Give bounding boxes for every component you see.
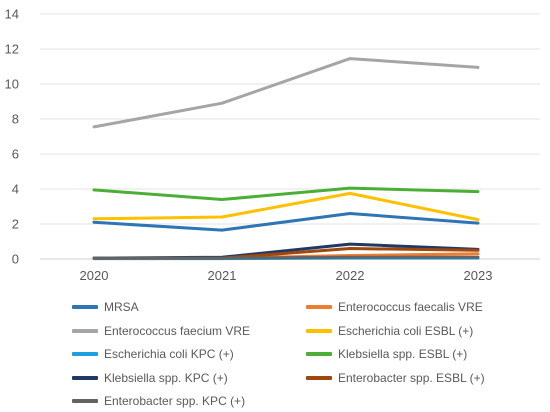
legend-item: Escherichia coli KPC (+)	[72, 345, 234, 363]
y-tick-label: 14	[5, 7, 19, 22]
legend-item: Enterococcus faecalis VRE	[306, 298, 483, 316]
legend-label: Escherichia coli ESBL (+)	[338, 323, 474, 338]
legend-item: Enterococcus faecium VRE	[72, 322, 250, 340]
legend-label: Enterococcus faecium VRE	[104, 323, 251, 338]
series-line-8	[92, 255, 480, 260]
legend-label: Escherichia coli KPC (+)	[104, 347, 234, 361]
legend-swatch	[306, 305, 332, 309]
x-axis-ticks: 2020 2021 2022 2023	[80, 268, 493, 283]
legend-swatch	[306, 328, 332, 333]
y-axis-ticks: 0 2 4 6 8 10 12 14	[5, 7, 19, 267]
legend-label: Klebsiella spp. KPC (+)	[104, 370, 228, 385]
legend-item: MRSA	[72, 298, 139, 316]
y-tick-label: 6	[12, 147, 19, 162]
legend-swatch	[72, 305, 98, 309]
y-tick-label: 2	[12, 217, 19, 232]
x-tick-label: 2021	[208, 268, 237, 283]
line-chart: 0 2 4 6 8 10 12 14 2020 2021 2022 2023	[5, 7, 540, 283]
legend-swatch	[306, 352, 332, 356]
y-tick-label: 10	[5, 77, 19, 92]
series-line-3	[92, 191, 480, 222]
series-line-5	[92, 186, 480, 201]
legend-item: Enterobacter spp. KPC (+)	[72, 392, 245, 410]
legend-swatch	[72, 328, 98, 333]
y-tick-label: 0	[12, 252, 19, 267]
legend-swatch	[72, 352, 98, 356]
legend-label: Enterobacter spp. KPC (+)	[104, 394, 246, 408]
legend-item: Escherichia coli ESBL (+)	[306, 322, 473, 340]
legend-item: Enterobacter spp. ESBL (+)	[306, 369, 485, 387]
legend-label: Klebsiella spp. ESBL (+)	[338, 347, 468, 361]
legend-item: Klebsiella spp. KPC (+)	[72, 369, 228, 387]
y-tick-label: 4	[12, 182, 19, 197]
y-tick-label: 8	[12, 112, 19, 127]
x-tick-label: 2023	[464, 268, 493, 283]
y-tick-label: 12	[5, 42, 19, 57]
series-line-0	[92, 212, 480, 232]
series-line-2	[92, 57, 480, 129]
legend: MRSA Enterococcus faecalis VRE Enterococcu…	[0, 296, 550, 412]
legend-item: Klebsiella spp. ESBL (+)	[306, 345, 467, 363]
series-lines	[92, 57, 480, 261]
legend-label: MRSA	[104, 300, 139, 314]
legend-label: Enterobacter spp. ESBL (+)	[338, 370, 485, 385]
legend-label: Enterococcus faecalis VRE	[338, 300, 483, 314]
x-tick-label: 2020	[80, 268, 109, 283]
legend-swatch	[72, 375, 98, 380]
legend-swatch	[306, 375, 332, 380]
legend-swatch	[72, 399, 98, 403]
x-tick-label: 2022	[336, 268, 365, 283]
